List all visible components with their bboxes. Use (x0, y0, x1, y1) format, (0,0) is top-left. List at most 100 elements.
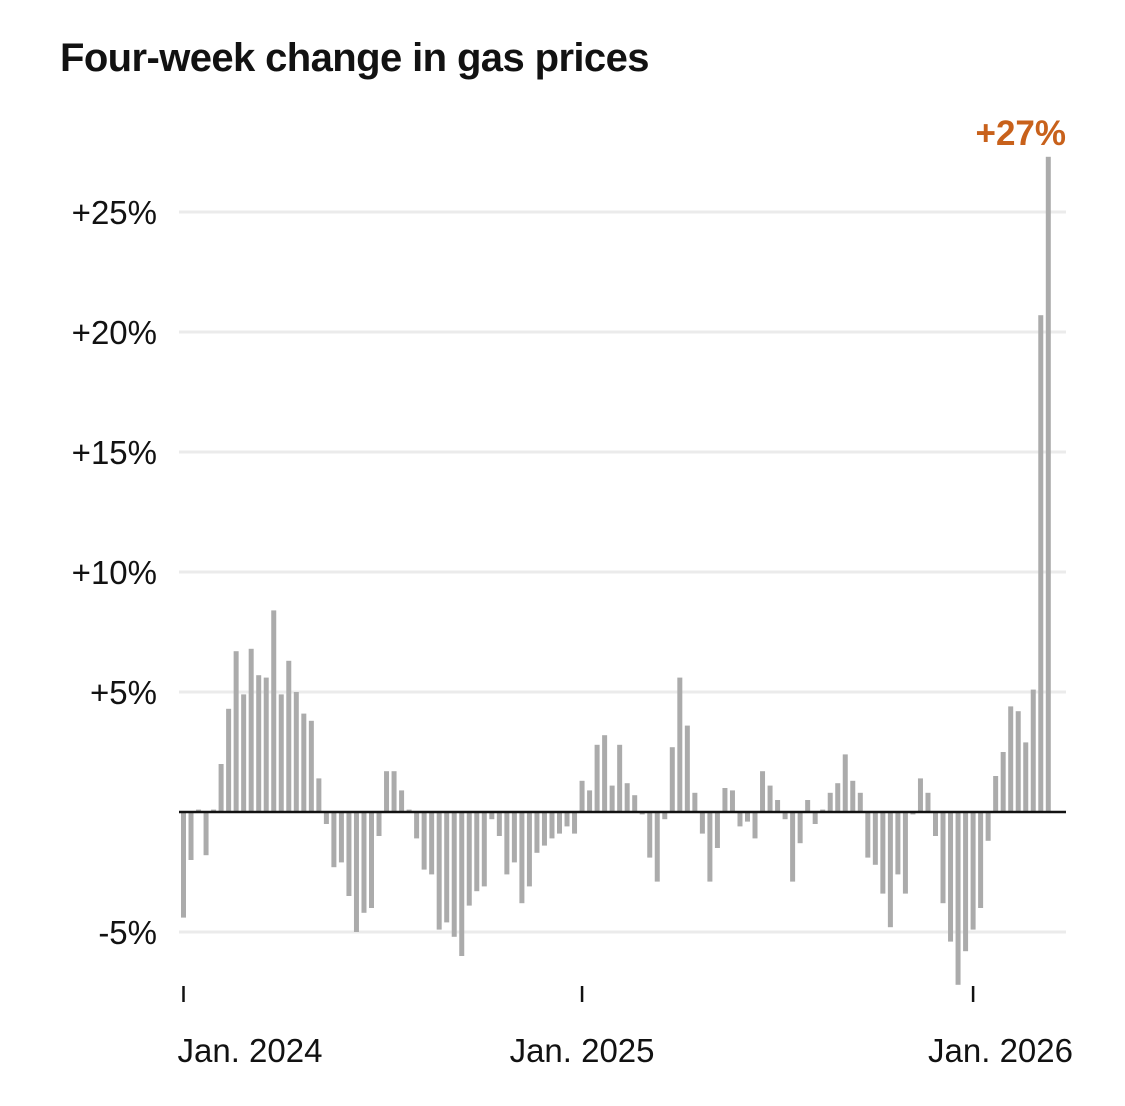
bar (1008, 706, 1014, 812)
y-axis-tick-label: +15% (72, 434, 157, 471)
bar (594, 744, 600, 812)
bar (970, 812, 976, 930)
bar (1038, 315, 1044, 812)
bar (1030, 689, 1036, 812)
bar (782, 812, 788, 820)
bar (504, 812, 510, 875)
bar (797, 812, 803, 844)
bar (459, 812, 465, 956)
y-axis-tick-label: -5% (98, 914, 157, 951)
bar (993, 776, 999, 812)
bar (541, 812, 547, 846)
bar (850, 780, 856, 812)
bar (188, 812, 194, 860)
bar (955, 812, 961, 985)
gridlines (179, 210, 1066, 934)
bar (572, 812, 578, 834)
bar (429, 812, 435, 875)
bar (1045, 156, 1051, 813)
bar (963, 812, 969, 952)
bar (752, 812, 758, 839)
bar (827, 792, 833, 812)
x-axis: Jan. 2024 Jan. 2025 Jan. 2026 (178, 986, 1073, 1069)
bar (376, 812, 382, 836)
y-axis-tick-labels: +25% +20% +15% +10% +5% -5% (72, 194, 157, 951)
bar (241, 694, 247, 812)
bars (181, 156, 1051, 985)
bar (181, 812, 186, 918)
bar (353, 812, 359, 932)
bar (677, 677, 683, 812)
bar (865, 812, 871, 858)
bar (760, 771, 766, 812)
bar (323, 812, 329, 824)
bar (203, 812, 209, 856)
bar (729, 790, 735, 812)
bar (436, 812, 442, 930)
y-axis-tick-label: +25% (72, 194, 157, 231)
bar (812, 812, 818, 824)
bar (1000, 752, 1006, 812)
bar (902, 812, 908, 894)
bar (466, 812, 472, 906)
bar (256, 675, 262, 812)
bar (654, 812, 660, 882)
bar (278, 694, 284, 812)
chart-title: Four-week change in gas prices (60, 36, 649, 80)
bar (662, 812, 668, 820)
bar (684, 725, 690, 812)
bar (526, 812, 532, 887)
bar (775, 800, 781, 812)
bar (872, 812, 878, 865)
bar (835, 783, 841, 812)
bar (226, 708, 232, 812)
bar (557, 812, 562, 834)
bar (669, 747, 675, 812)
bar (887, 812, 893, 928)
bar (699, 812, 705, 834)
bar (549, 812, 555, 839)
bar (301, 713, 307, 812)
bar (1023, 742, 1029, 812)
bar (933, 812, 938, 836)
y-axis-tick-label: +5% (90, 674, 157, 711)
bar (925, 792, 931, 812)
bar (218, 764, 224, 812)
bar (519, 812, 525, 904)
bar (940, 812, 946, 904)
bar (714, 812, 720, 848)
bar (624, 783, 630, 812)
bar (617, 744, 623, 812)
bar (444, 812, 450, 923)
bar (842, 754, 848, 812)
bar (308, 720, 314, 812)
bar (579, 780, 585, 812)
bar (767, 785, 773, 812)
highlight-label: +27% (976, 114, 1067, 153)
bar (978, 812, 984, 908)
bar (587, 790, 593, 812)
bar (331, 812, 337, 868)
bar (511, 812, 517, 863)
bar (534, 812, 540, 853)
annotations: +27% (976, 114, 1067, 153)
bar (632, 795, 638, 812)
bar (263, 677, 269, 812)
bar (271, 610, 277, 812)
bar (421, 812, 427, 870)
bar (745, 812, 750, 822)
bar (790, 812, 796, 882)
bar (880, 812, 886, 894)
bar (1015, 711, 1021, 812)
bar (369, 812, 374, 908)
bar (737, 812, 743, 827)
bar (346, 812, 352, 896)
bar (805, 800, 811, 812)
bar (722, 788, 728, 812)
bar (361, 812, 367, 913)
bar (489, 812, 495, 820)
bar (707, 812, 713, 882)
bar (233, 651, 239, 812)
x-axis-tick-label: Jan. 2024 (178, 1032, 323, 1069)
bar (948, 812, 954, 942)
